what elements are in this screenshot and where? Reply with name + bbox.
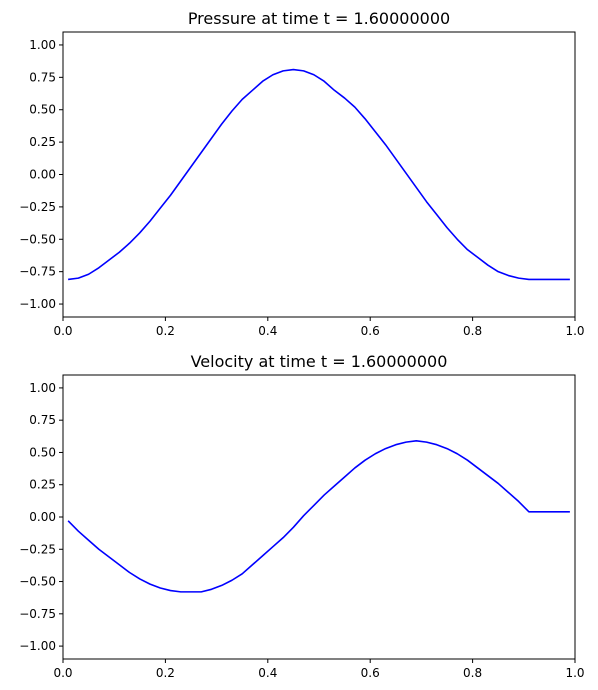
y-tick-label: 0.50 bbox=[29, 103, 56, 117]
x-tick-label: 0.6 bbox=[361, 324, 380, 338]
y-tick-label: −0.50 bbox=[19, 232, 56, 246]
y-tick-label: 0.25 bbox=[29, 478, 56, 492]
y-tick-label: 0.25 bbox=[29, 135, 56, 149]
chart-title: Velocity at time t = 1.60000000 bbox=[191, 352, 448, 371]
x-tick-label: 0.0 bbox=[53, 666, 72, 680]
x-tick-label: 0.2 bbox=[156, 324, 175, 338]
y-tick-label: 0.00 bbox=[29, 168, 56, 182]
x-tick-label: 1.0 bbox=[565, 666, 584, 680]
x-tick-label: 1.0 bbox=[565, 324, 584, 338]
y-tick-label: −1.00 bbox=[19, 639, 56, 653]
y-tick-label: −0.75 bbox=[19, 607, 56, 621]
x-tick-label: 0.6 bbox=[361, 666, 380, 680]
y-tick-label: 0.00 bbox=[29, 510, 56, 524]
x-tick-label: 0.4 bbox=[258, 324, 277, 338]
y-tick-label: 0.75 bbox=[29, 70, 56, 84]
y-tick-label: 0.75 bbox=[29, 413, 56, 427]
y-tick-label: 1.00 bbox=[29, 381, 56, 395]
chart-title: Pressure at time t = 1.60000000 bbox=[188, 9, 450, 28]
axes-frame bbox=[62, 374, 576, 660]
velocity-chart: Velocity at time t = 1.60000000 0.0 0.2 0.… bbox=[19, 352, 584, 680]
series-line bbox=[67, 440, 570, 593]
x-tick-label: 0.8 bbox=[463, 666, 482, 680]
series-line bbox=[68, 68, 570, 281]
y-tick-label: −0.50 bbox=[19, 575, 56, 589]
y-tick-label: −0.75 bbox=[19, 265, 56, 279]
axes-frame bbox=[62, 31, 576, 318]
x-tick-label: 0.8 bbox=[463, 324, 482, 338]
x-tick-label: 0.0 bbox=[53, 324, 72, 338]
x-tick-label: 0.4 bbox=[258, 666, 277, 680]
y-tick-label: −0.25 bbox=[19, 542, 56, 556]
y-tick-label: 1.00 bbox=[29, 38, 56, 52]
y-tick-label: −1.00 bbox=[19, 297, 56, 311]
x-tick-label: 0.2 bbox=[156, 666, 175, 680]
y-tick-label: 0.50 bbox=[29, 445, 56, 459]
y-tick-label: −0.25 bbox=[19, 200, 56, 214]
pressure-chart: Pressure at time t = 1.60000000 0.0 0.2 0.… bbox=[19, 9, 584, 338]
